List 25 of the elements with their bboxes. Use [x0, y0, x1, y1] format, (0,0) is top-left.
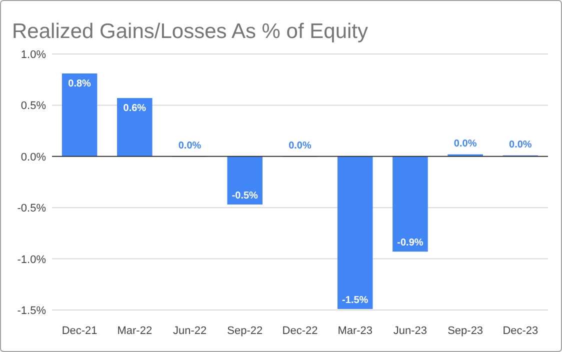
data-label: 0.8%: [68, 78, 92, 90]
data-label: -1.5%: [342, 294, 368, 306]
data-label: 0.6%: [123, 103, 146, 114]
y-tick-label: 1.0%: [20, 49, 46, 61]
data-label: 0.0%: [509, 139, 532, 150]
data-label: 0.0%: [288, 140, 312, 152]
x-tick-label: Dec-22: [282, 325, 318, 337]
y-tick-label: -0.5%: [17, 202, 46, 215]
data-label: 0.0%: [454, 138, 477, 150]
data-label: 0.0%: [178, 140, 202, 152]
x-tick-label: Dec-21: [62, 325, 98, 337]
x-tick-label: Mar-22: [117, 325, 152, 337]
x-tick-label: Dec-23: [502, 325, 538, 337]
x-tick-label: Jun-22: [172, 325, 207, 337]
data-label: -0.9%: [397, 238, 424, 249]
y-tick-label: -1.0%: [17, 254, 46, 266]
x-tick-label: Sep-22: [227, 325, 263, 337]
x-tick-label: Jun-23: [393, 325, 428, 337]
y-tick-label: -1.5%: [17, 305, 46, 317]
x-tick-label: Sep-23: [448, 325, 484, 337]
x-tick-label: Mar-23: [338, 325, 373, 337]
chart-title: Realized Gains/Losses As % of Equity: [12, 20, 369, 43]
y-tick-label: 0.5%: [20, 100, 46, 112]
data-label: -0.5%: [232, 190, 258, 202]
y-tick-label: 0.0%: [20, 151, 46, 164]
